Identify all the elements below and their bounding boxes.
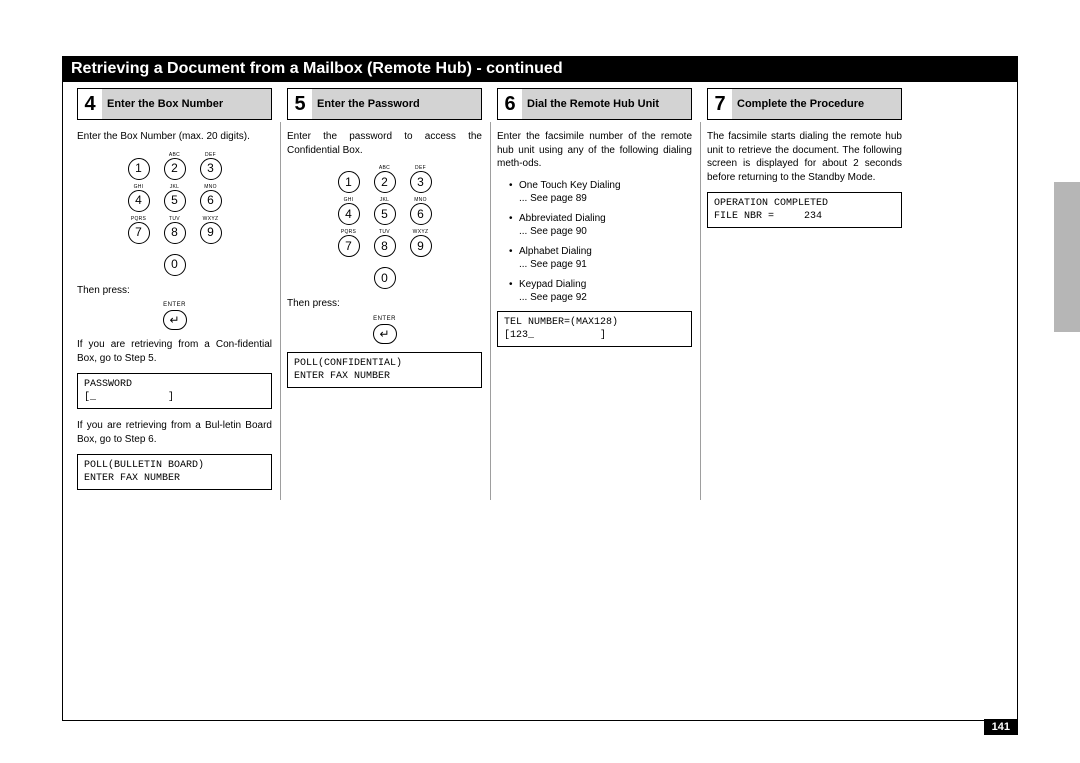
lcd-confidential: POLL(CONFIDENTIAL) ENTER FAX NUMBER (287, 352, 482, 388)
page-title: Retrieving a Document from a Mailbox (Re… (63, 57, 1017, 82)
step-7-intro: The facsimile starts dialing the remote … (707, 130, 902, 184)
keypad-sup: TUV (169, 216, 180, 222)
step-6-number: 6 (498, 89, 522, 119)
step-5-title: Enter the Password (312, 89, 481, 119)
keypad-key-7: 7 (338, 235, 360, 257)
keypad-key-7: 7 (128, 222, 150, 244)
keypad-sup: DEF (205, 152, 216, 158)
column-separator (280, 122, 281, 500)
step-7-column: 7 Complete the Procedure The facsimile s… (707, 88, 902, 500)
step-7-header: 7 Complete the Procedure (707, 88, 902, 120)
keypad-key-1: 1 (128, 158, 150, 180)
keypad-key-6: 6 (200, 190, 222, 212)
keypad-sup: ABC (169, 152, 180, 158)
step-4-title: Enter the Box Number (102, 89, 271, 119)
keypad-key-4: 4 (128, 190, 150, 212)
step-6-header: 6 Dial the Remote Hub Unit (497, 88, 692, 120)
dial-method-item: Keypad Dialing... See page 92 (509, 278, 692, 305)
keypad-key-3: 3 (410, 171, 432, 193)
keypad-sup: PQRS (131, 216, 146, 222)
keypad-key-0: 0 (164, 254, 186, 276)
column-separator (490, 122, 491, 500)
step-4-header: 4 Enter the Box Number (77, 88, 272, 120)
manual-page: Retrieving a Document from a Mailbox (Re… (62, 56, 1018, 721)
page-number: 141 (984, 719, 1018, 735)
enter-key-diagram: ENTER ↵ (77, 301, 272, 330)
step-4-intro: Enter the Box Number (max. 20 digits). (77, 130, 272, 144)
step-7-title: Complete the Procedure (732, 89, 901, 119)
step-7-number: 7 (708, 89, 732, 119)
content-columns: 4 Enter the Box Number Enter the Box Num… (63, 82, 1017, 720)
keypad-key-8: 8 (164, 222, 186, 244)
keypad-sup: GHI (134, 184, 144, 190)
column-separator (700, 122, 701, 500)
keypad-key-5: 5 (374, 203, 396, 225)
then-press-label: Then press: (77, 284, 272, 298)
keypad-key-4: 4 (338, 203, 360, 225)
enter-key-icon: ↵ (163, 310, 187, 330)
enter-label: ENTER (77, 301, 272, 309)
enter-key-diagram: ENTER ↵ (287, 315, 482, 344)
enter-label: ENTER (287, 315, 482, 323)
lcd-tel-number: TEL NUMBER=(MAX128) [123_ ] (497, 311, 692, 347)
lcd-password: PASSWORD [_ ] (77, 373, 272, 409)
keypad-key-0: 0 (374, 267, 396, 289)
then-press-label: Then press: (287, 297, 482, 311)
step-6-intro: Enter the facsimile number of the remote… (497, 130, 692, 171)
step-5-column: 5 Enter the Password Enter the password … (287, 88, 482, 500)
keypad-sup: JKL (170, 184, 180, 190)
keypad-sup: MNO (204, 184, 217, 190)
keypad-diagram: 1ABC2DEF3GHI4JKL5MNO6PQRS7TUV8WXYZ90 (330, 165, 440, 289)
keypad-key-9: 9 (410, 235, 432, 257)
keypad-key-5: 5 (164, 190, 186, 212)
step-6-title: Dial the Remote Hub Unit (522, 89, 691, 119)
keypad-key-6: 6 (410, 203, 432, 225)
step-5-header: 5 Enter the Password (287, 88, 482, 120)
keypad-diagram: 1 ABC2 DEF3 GHI4 JKL5 MNO6 PQRS7 TUV8 WXYZ90 (120, 152, 230, 276)
step-5-number: 5 (288, 89, 312, 119)
enter-key-icon: ↵ (373, 324, 397, 344)
lcd-operation-completed: OPERATION COMPLETED FILE NBR = 234 (707, 192, 902, 228)
keypad-key-2: 2 (374, 171, 396, 193)
step-4-column: 4 Enter the Box Number Enter the Box Num… (77, 88, 272, 500)
keypad-key-2: 2 (164, 158, 186, 180)
step-6-column: 6 Dial the Remote Hub Unit Enter the fac… (497, 88, 692, 500)
step-5-intro: Enter the password to access the Confide… (287, 130, 482, 157)
step-4-number: 4 (78, 89, 102, 119)
dial-method-item: Alphabet Dialing... See page 91 (509, 245, 692, 272)
dial-method-item: Abbreviated Dialing... See page 90 (509, 212, 692, 239)
dial-method-item: One Touch Key Dialing... See page 89 (509, 179, 692, 206)
keypad-sup: WXYZ (203, 216, 219, 222)
step-4-note-1: If you are retrieving from a Con-fidenti… (77, 338, 272, 365)
keypad-key-3: 3 (200, 158, 222, 180)
keypad-key-8: 8 (374, 235, 396, 257)
step-4-note-2: If you are retrieving from a Bul-letin B… (77, 419, 272, 446)
dialing-methods-list: One Touch Key Dialing... See page 89 Abbr… (497, 179, 692, 305)
lcd-bulletin: POLL(BULLETIN BOARD) ENTER FAX NUMBER (77, 454, 272, 490)
keypad-key-9: 9 (200, 222, 222, 244)
side-tab (1054, 182, 1080, 332)
keypad-key-1: 1 (338, 171, 360, 193)
